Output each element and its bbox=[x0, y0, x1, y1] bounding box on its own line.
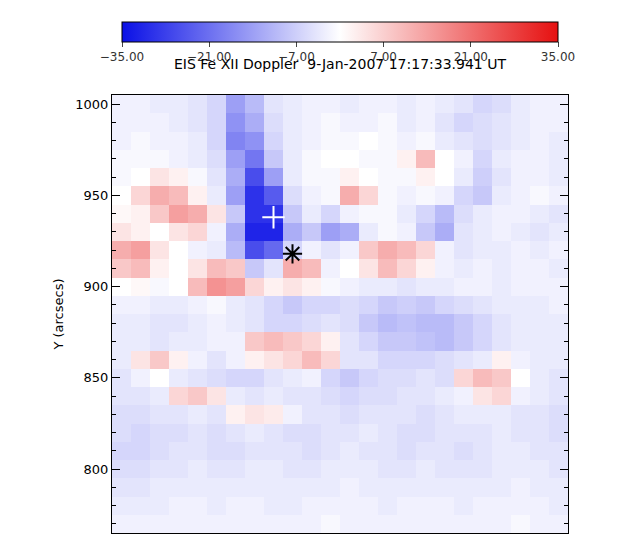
svg-text:800: 800 bbox=[84, 462, 109, 477]
svg-text:1000: 1000 bbox=[75, 97, 108, 112]
svg-text:7.00: 7.00 bbox=[370, 50, 397, 64]
svg-text:950: 950 bbox=[84, 188, 109, 203]
svg-text:−21.00: −21.00 bbox=[187, 50, 231, 64]
svg-text:−35.00: −35.00 bbox=[100, 50, 144, 64]
svg-text:−7.00: −7.00 bbox=[278, 50, 315, 64]
svg-text:35.00: 35.00 bbox=[541, 50, 575, 64]
svg-text:850: 850 bbox=[84, 370, 109, 385]
svg-text:900: 900 bbox=[84, 279, 109, 294]
svg-text:Y (arcsecs): Y (arcsecs) bbox=[51, 278, 66, 350]
svg-text:EIS Fe XII Doppler 9-Jan-2007: EIS Fe XII Doppler 9-Jan-2007 17:17:33.9… bbox=[174, 56, 506, 72]
svg-text:21.00: 21.00 bbox=[454, 50, 488, 64]
